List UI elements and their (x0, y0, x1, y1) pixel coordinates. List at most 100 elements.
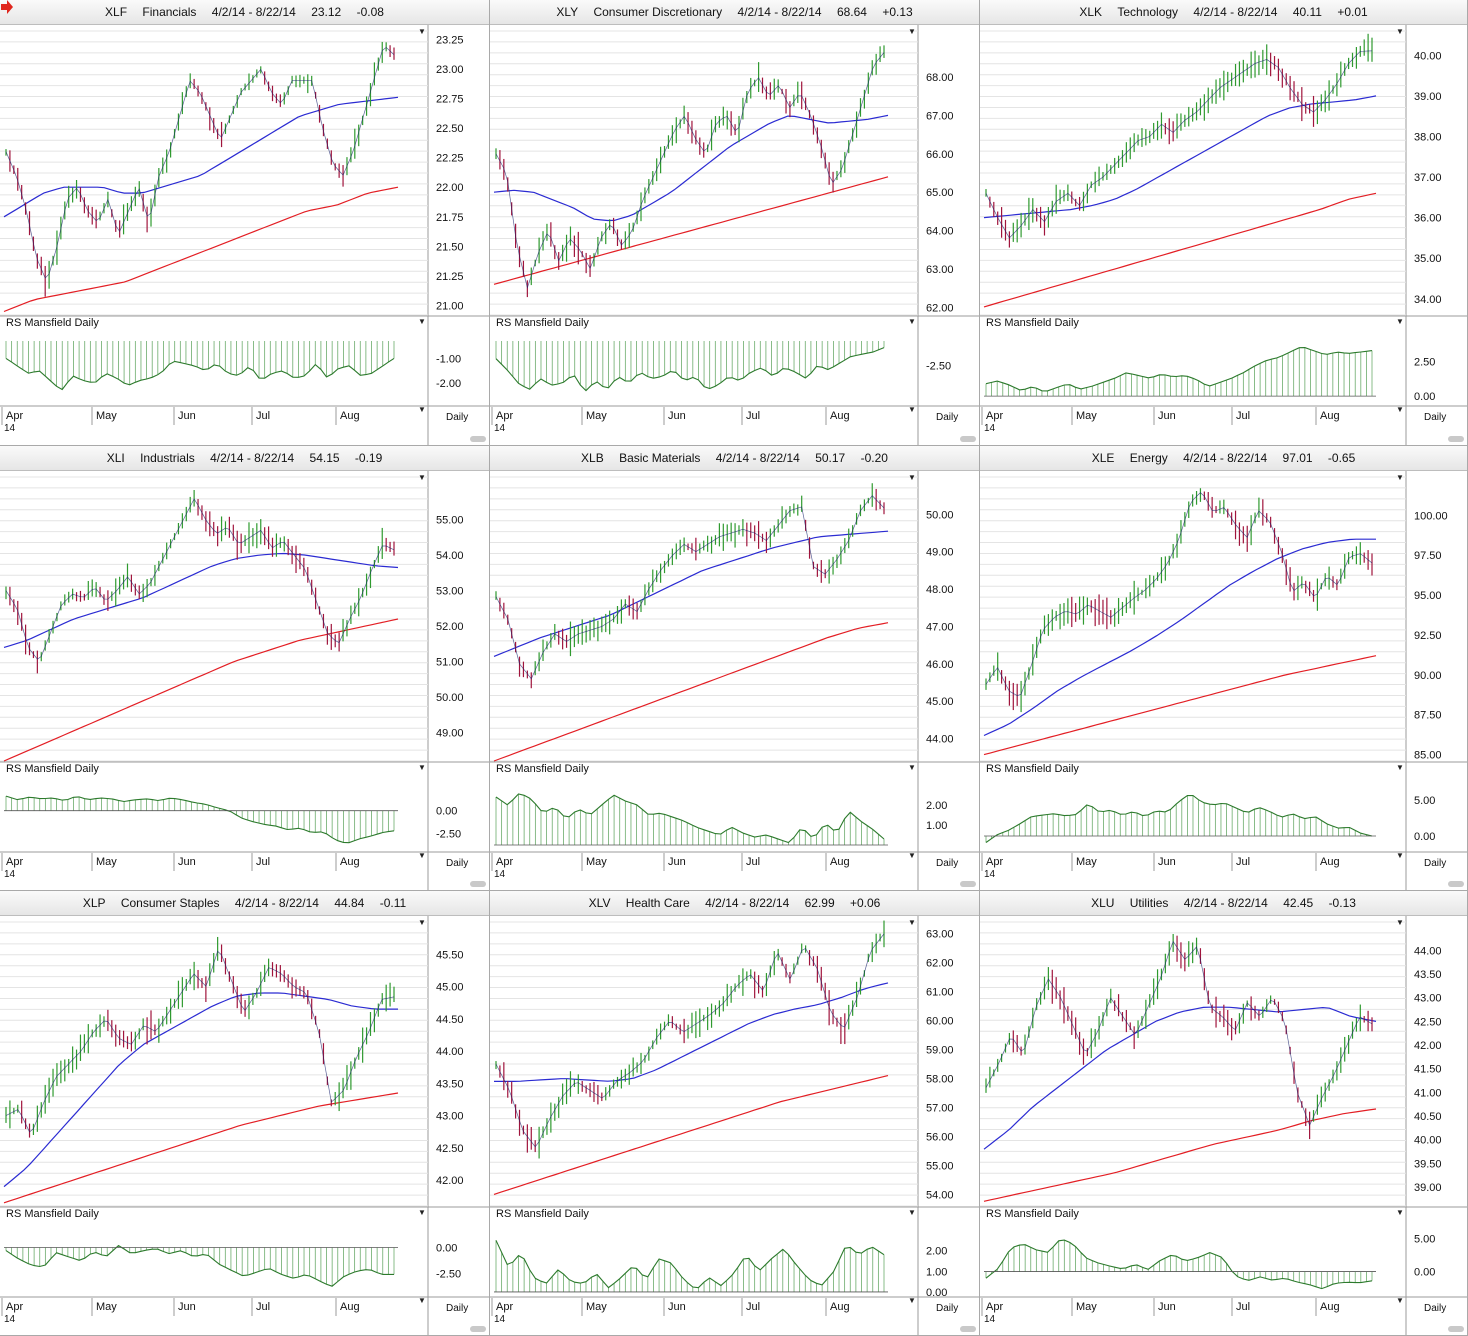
pane-menu-icon[interactable]: ▼ (1396, 1208, 1404, 1217)
price-tick-label: 45.50 (436, 949, 464, 961)
pane-menu-icon[interactable]: ▼ (418, 473, 426, 482)
month-label: Jul (1236, 410, 1250, 422)
month-label: May (586, 1301, 607, 1313)
interval-daily-label[interactable]: Daily (1424, 858, 1447, 869)
price-tick-label: 87.50 (1414, 710, 1442, 722)
rs-line (5, 1244, 394, 1287)
interval-daily-label[interactable]: Daily (1424, 1303, 1447, 1314)
chart-canvas: 34.00 35.00 36.00 37.00 38.00 39.00 40.00 2.50 0… (980, 25, 1467, 445)
rs-line (495, 1240, 885, 1289)
pane-menu-icon[interactable]: ▼ (908, 1208, 916, 1217)
interval-daily-label[interactable]: Daily (446, 1303, 469, 1314)
price-tick-label: 45.00 (436, 982, 464, 994)
rs-line (985, 347, 1373, 392)
pane-menu-icon[interactable]: ▼ (418, 851, 426, 860)
pane-menu-icon[interactable]: ▼ (1396, 763, 1404, 772)
chart-canvas: 62.00 63.00 64.00 65.00 66.00 67.00 68.00 -2.50… (490, 25, 979, 445)
pane-menu-icon[interactable]: ▼ (1396, 918, 1404, 927)
pane-menu-icon[interactable]: ▼ (1396, 27, 1404, 36)
rs-pane-label: RS Mansfield Daily (986, 317, 1079, 329)
symbol: XLB (581, 451, 604, 465)
scroll-handle[interactable] (470, 436, 486, 442)
sector-name: Basic Materials (619, 451, 701, 465)
month-label: May (586, 410, 607, 422)
pane-menu-icon[interactable]: ▼ (418, 27, 426, 36)
scroll-handle[interactable] (960, 436, 976, 442)
pane-menu-icon[interactable]: ▼ (908, 918, 916, 927)
pane-menu-icon[interactable]: ▼ (908, 851, 916, 860)
price-tick-label: 22.50 (436, 123, 464, 135)
price-tick-label: 39.00 (1414, 1182, 1442, 1194)
scroll-handle[interactable] (470, 881, 486, 887)
price-tick-label: 44.00 (926, 734, 954, 746)
last-price: 54.15 (309, 451, 340, 465)
symbol: XLK (1079, 5, 1102, 19)
scroll-handle[interactable] (1448, 881, 1464, 887)
last-price: 97.01 (1282, 451, 1313, 465)
sector-name: Health Care (625, 896, 690, 910)
pane-menu-icon[interactable]: ▼ (418, 405, 426, 414)
scroll-handle[interactable] (960, 1326, 976, 1332)
rs-tick-label: -1.00 (436, 353, 461, 365)
pane-menu-icon[interactable]: ▼ (1396, 1296, 1404, 1305)
price-change: +0.06 (849, 896, 881, 910)
scroll-handle[interactable] (470, 1326, 486, 1332)
price-tick-label: 52.00 (436, 621, 464, 633)
price-tick-label: 22.25 (436, 153, 464, 165)
pane-menu-icon[interactable]: ▼ (418, 1208, 426, 1217)
price-tick-label: 62.00 (926, 302, 954, 314)
month-label: Aug (830, 410, 850, 422)
year-label: 14 (4, 423, 16, 434)
pane-menu-icon[interactable]: ▼ (908, 405, 916, 414)
month-label: May (1076, 1301, 1097, 1313)
pane-menu-icon[interactable]: ▼ (418, 317, 426, 326)
last-price: 44.84 (334, 896, 365, 910)
price-tick-label: 39.00 (1414, 91, 1442, 103)
interval-daily-label[interactable]: Daily (936, 1303, 959, 1314)
pane-menu-icon[interactable]: ▼ (908, 763, 916, 772)
pane-menu-icon[interactable]: ▼ (418, 1296, 426, 1305)
month-label: Jul (256, 1301, 270, 1313)
rs-line (985, 1239, 1373, 1290)
red-arrow-icon[interactable] (0, 0, 14, 14)
scroll-handle[interactable] (960, 881, 976, 887)
month-label: Jun (1158, 410, 1176, 422)
interval-daily-label[interactable]: Daily (446, 412, 469, 423)
price-tick-label: 22.75 (436, 93, 464, 105)
last-price: 40.11 (1292, 5, 1322, 19)
pane-menu-icon[interactable]: ▼ (418, 763, 426, 772)
interval-daily-label[interactable]: Daily (446, 858, 469, 869)
chart-title-bar: XLF Financials 4/2/14 - 8/22/14 23.12 -0… (0, 0, 489, 25)
interval-daily-label[interactable]: Daily (936, 412, 959, 423)
date-range: 4/2/14 - 8/22/14 (715, 451, 800, 465)
pane-menu-icon[interactable]: ▼ (1396, 473, 1404, 482)
price-tick-label: 67.00 (926, 110, 954, 122)
pane-menu-icon[interactable]: ▼ (908, 317, 916, 326)
pane-menu-icon[interactable]: ▼ (418, 918, 426, 927)
rs-line (5, 357, 395, 391)
rs-tick-label: 1.00 (926, 1266, 947, 1278)
rs-line (5, 795, 395, 844)
month-label: Apr (986, 410, 1003, 422)
pane-menu-icon[interactable]: ▼ (1396, 405, 1404, 414)
ma-short-line (983, 538, 1376, 737)
month-label: Jul (746, 1301, 760, 1313)
chart-title-bar: XLK Technology 4/2/14 - 8/22/14 40.11 +0… (980, 0, 1467, 25)
pane-menu-icon[interactable]: ▼ (908, 473, 916, 482)
date-range: 4/2/14 - 8/22/14 (210, 451, 295, 465)
interval-daily-label[interactable]: Daily (1424, 412, 1447, 423)
pane-menu-icon[interactable]: ▼ (908, 1296, 916, 1305)
pane-menu-icon[interactable]: ▼ (908, 27, 916, 36)
interval-daily-label[interactable]: Daily (936, 858, 959, 869)
chart-canvas: 54.00 55.00 56.00 57.00 58.00 59.00 60.00 61.00… (490, 916, 979, 1335)
scroll-handle[interactable] (1448, 436, 1464, 442)
month-label: Aug (830, 1301, 850, 1313)
date-range: 4/2/14 - 8/22/14 (1183, 896, 1268, 910)
ma-long-line (3, 618, 399, 762)
price-tick-label: 36.00 (1414, 213, 1442, 225)
pane-menu-icon[interactable]: ▼ (1396, 317, 1404, 326)
price-change: -0.08 (356, 5, 384, 19)
pane-menu-icon[interactable]: ▼ (1396, 851, 1404, 860)
rs-line (985, 794, 1373, 843)
scroll-handle[interactable] (1448, 1326, 1464, 1332)
